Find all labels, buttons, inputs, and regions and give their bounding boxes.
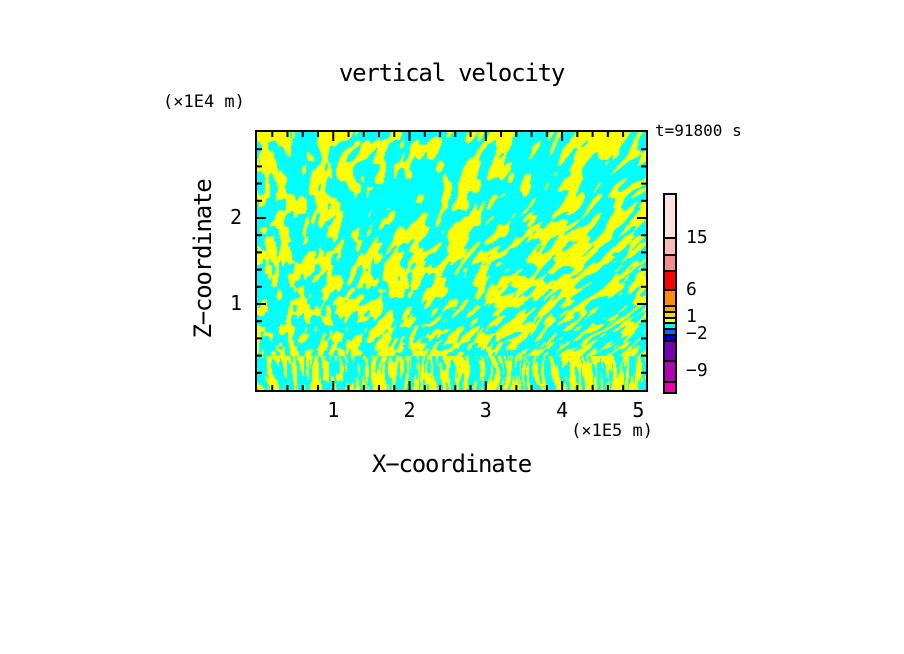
z-axis-unit: (×1E4 m)	[163, 92, 245, 112]
colorbar-tick-label: −2	[686, 323, 708, 345]
x-axis-unit: (×1E5 m)	[571, 421, 653, 441]
colorbar-segment	[665, 360, 675, 381]
colorbar-segment	[665, 381, 675, 392]
colorbar-segment	[665, 289, 675, 305]
colorbar-segment	[665, 317, 675, 322]
x-tick-label: 2	[403, 398, 416, 422]
colorbar-segment	[665, 340, 675, 360]
colorbar-tick-label: −9	[686, 359, 708, 381]
colorbar	[663, 193, 677, 394]
colorbar-segment	[665, 311, 675, 317]
colorbar-segment	[665, 328, 675, 334]
z-tick-label: 1	[229, 291, 242, 315]
vertical-velocity-field	[257, 132, 646, 390]
colorbar-segment	[665, 322, 675, 328]
x-tick-label: 5	[632, 398, 645, 422]
z-tick-label: 2	[229, 205, 242, 229]
colorbar-tick-label: 15	[686, 226, 708, 248]
colorbar-segment	[665, 254, 675, 270]
timestamp-label: t=91800 s	[655, 121, 742, 140]
chart-title: vertical velocity	[338, 59, 565, 87]
colorbar-tick-label: 6	[686, 278, 697, 300]
colorbar-segment	[665, 334, 675, 340]
heatmap-plot-area	[255, 130, 648, 392]
x-tick-label: 3	[479, 398, 492, 422]
colorbar-segment	[665, 305, 675, 311]
x-axis-label: X−coordinate	[372, 450, 532, 478]
colorbar-tick-label: 1	[686, 305, 697, 327]
x-tick-label: 1	[327, 398, 340, 422]
colorbar-segment	[665, 237, 675, 254]
colorbar-segment	[665, 270, 675, 289]
x-tick-label: 4	[556, 398, 569, 422]
colorbar-segment	[665, 195, 675, 237]
